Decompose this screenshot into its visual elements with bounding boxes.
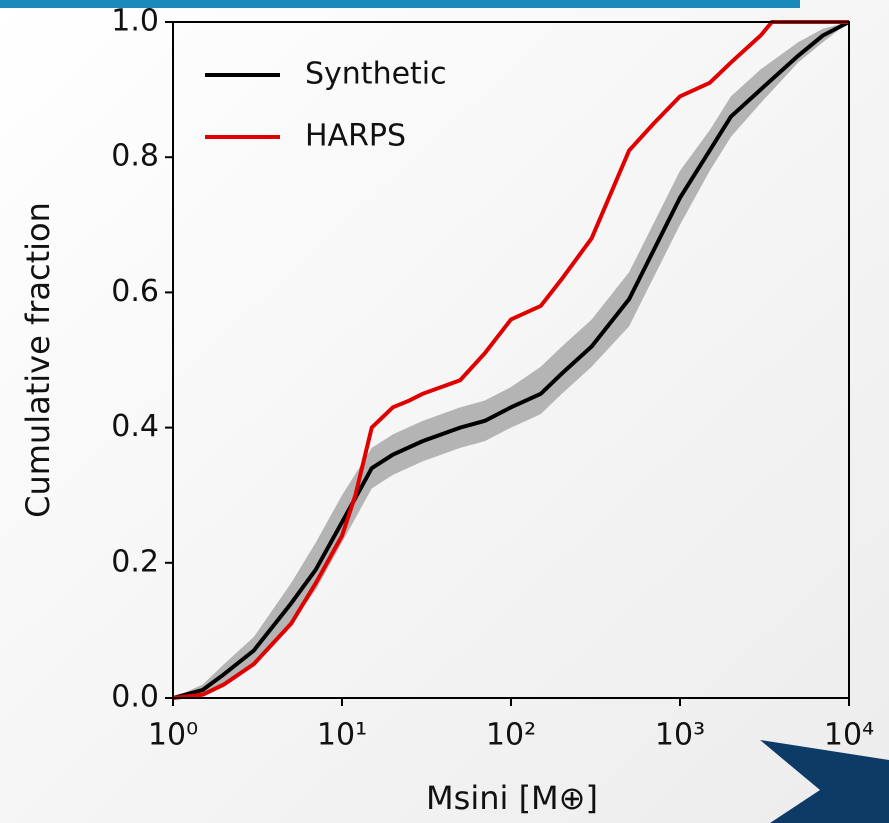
y-tick-label: 1.0 bbox=[111, 4, 159, 39]
top-bar bbox=[0, 0, 800, 8]
x-tick-label: 10¹ bbox=[317, 718, 367, 753]
y-tick-label: 0.2 bbox=[111, 544, 159, 579]
legend-label: HARPS bbox=[305, 119, 406, 154]
x-tick-label: 10⁴ bbox=[824, 718, 874, 753]
x-tick-label: 10² bbox=[486, 718, 536, 753]
series-line bbox=[172, 20, 850, 700]
band bbox=[173, 22, 849, 698]
x-tick-label: 10⁰ bbox=[148, 718, 198, 753]
y-tick-label: 0.8 bbox=[111, 139, 159, 174]
logo-shape bbox=[760, 740, 889, 823]
legend-label: Synthetic bbox=[305, 57, 447, 92]
y-tick-label: 0.0 bbox=[111, 680, 159, 715]
series-line bbox=[172, 20, 849, 700]
y-tick-label: 0.4 bbox=[111, 409, 159, 444]
x-axis-label: Msini [M⊕] bbox=[426, 779, 598, 817]
y-axis-label: Cumulative fraction bbox=[19, 202, 57, 518]
x-tick-label: 10³ bbox=[655, 718, 705, 753]
y-tick-label: 0.6 bbox=[111, 274, 159, 309]
